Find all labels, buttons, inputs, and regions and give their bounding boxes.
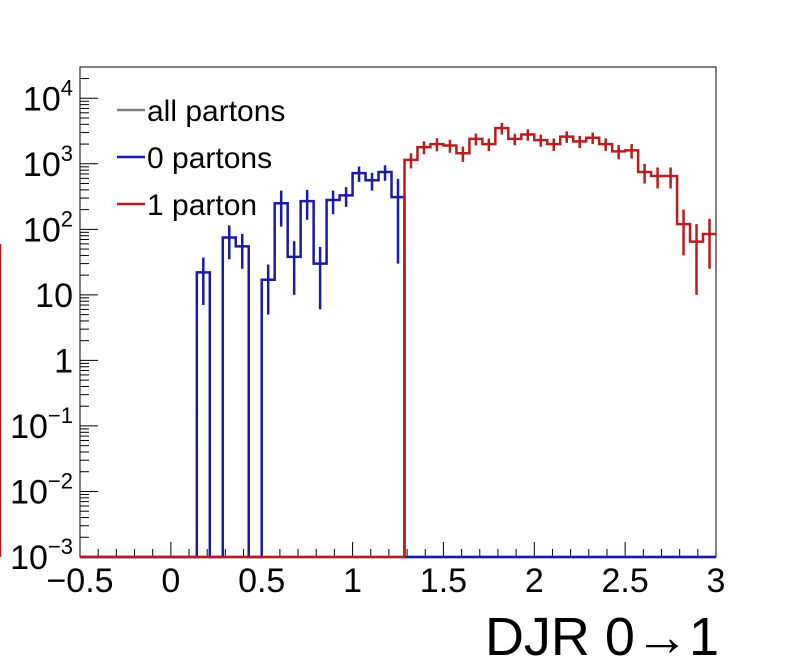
y-tick-label: 104 xyxy=(23,75,73,118)
x-tick-label: 1.5 xyxy=(420,562,467,600)
x-tick-label: 0 xyxy=(161,562,180,600)
x-tick-label: 1 xyxy=(343,562,362,600)
legend-entry: all partons xyxy=(147,95,285,128)
legend: all partons 0 partons 1 parton xyxy=(117,95,285,222)
legend-entry: 0 partons xyxy=(147,142,272,175)
x-tick-label: 2 xyxy=(525,562,544,600)
tick-labels: −0.5 0 0.5 1 1.5 2 2.5 3 10−3 10−2 10−1 1 10 102 103 10… xyxy=(10,75,725,600)
x-tick-label: 3 xyxy=(707,562,726,600)
y-tick-label: 10 xyxy=(35,277,73,315)
x-tick-label: 0.5 xyxy=(238,562,285,600)
y-tick-label: 10−1 xyxy=(10,403,73,446)
axis-ticks xyxy=(79,66,717,558)
x-tick-label: −0.5 xyxy=(46,562,113,600)
y-tick-label: 10−2 xyxy=(10,468,73,511)
x-axis-title: DJR 0→1 xyxy=(485,607,719,667)
plot-frame xyxy=(79,66,717,558)
histogram-series xyxy=(0,122,716,559)
y-tick-label: 103 xyxy=(23,141,73,184)
legend-entry: 1 parton xyxy=(147,189,257,222)
y-tick-label: 1 xyxy=(54,342,73,380)
y-tick-label: 10−3 xyxy=(10,534,73,577)
x-tick-label: 2.5 xyxy=(602,562,649,600)
y-tick-label: 102 xyxy=(23,206,73,249)
